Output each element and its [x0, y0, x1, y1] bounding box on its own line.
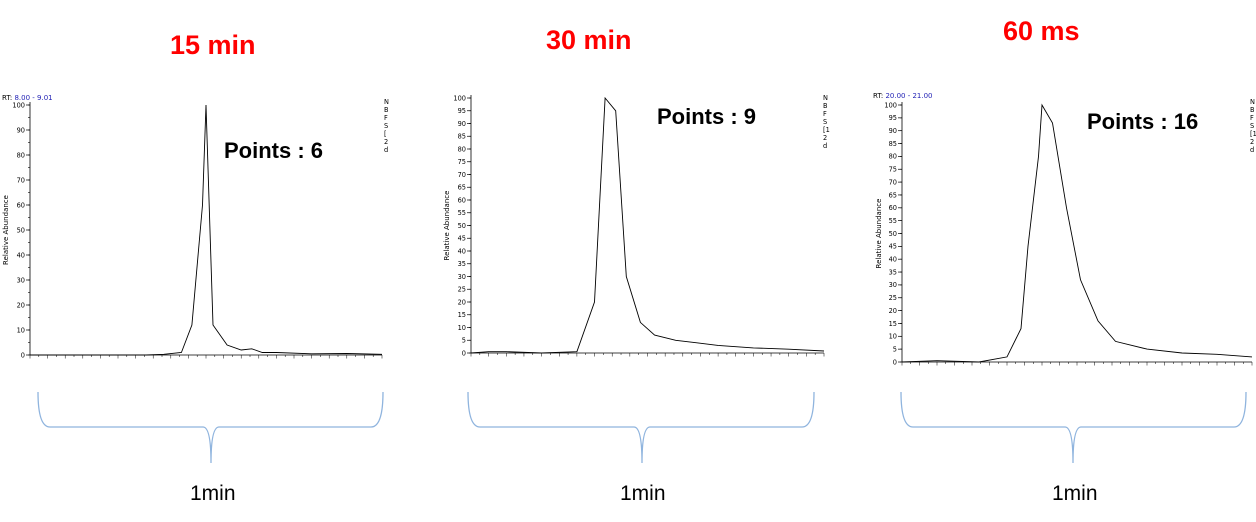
time-span-brace: [467, 391, 815, 464]
y-tick-label: 70: [889, 178, 897, 186]
time-span-brace: [900, 391, 1247, 464]
legend-glyph: N: [384, 98, 389, 106]
y-tick-label: 95: [458, 107, 466, 115]
legend-glyph: F: [384, 114, 388, 122]
legend-glyph: F: [823, 110, 827, 118]
y-tick-label: 60: [17, 201, 25, 209]
legend-glyph: B: [1250, 106, 1255, 114]
y-tick-label: 0: [21, 351, 25, 359]
y-tick-label: 55: [458, 209, 466, 217]
span-label-3: 1min: [1052, 482, 1098, 505]
y-tick-label: 50: [889, 230, 897, 238]
legend-glyph: N: [1250, 98, 1255, 106]
y-tick-label: 80: [17, 151, 25, 159]
y-tick-label: 95: [889, 114, 897, 122]
y-tick-label: 100: [12, 101, 25, 109]
y-tick-label: 30: [889, 281, 897, 289]
y-tick-label: 70: [458, 171, 466, 179]
legend-glyph: 2: [823, 134, 827, 142]
y-axis-label: Relative Abundance: [875, 199, 883, 269]
y-tick-label: 40: [889, 256, 897, 264]
legend-glyph: [1: [823, 126, 830, 134]
y-tick-label: 25: [458, 286, 466, 294]
span-label-1: 1min: [190, 482, 236, 505]
panel-title-2: 30 min: [546, 25, 632, 55]
y-tick-label: 35: [458, 260, 466, 268]
panel-title-1: 15 min: [170, 30, 256, 60]
y-axis-label: Relative Abundance: [443, 191, 451, 261]
y-tick-label: 50: [458, 222, 466, 230]
y-tick-label: 0: [462, 349, 466, 357]
legend-glyph: S: [823, 118, 827, 126]
y-tick-label: 10: [17, 326, 25, 334]
legend-glyph: 2: [1250, 138, 1254, 146]
legend-glyph: B: [823, 102, 828, 110]
y-tick-label: 90: [458, 120, 466, 128]
legend-glyph: B: [384, 106, 389, 114]
span-label-2: 1min: [620, 482, 666, 505]
y-tick-label: 15: [889, 320, 897, 328]
legend-glyph: 2: [384, 138, 388, 146]
y-tick-label: 5: [893, 345, 897, 353]
legend-glyph: S: [1250, 122, 1254, 130]
y-tick-label: 50: [17, 226, 25, 234]
y-tick-label: 60: [458, 196, 466, 204]
y-tick-label: 20: [458, 298, 466, 306]
y-tick-label: 75: [889, 166, 897, 174]
y-tick-label: 70: [17, 176, 25, 184]
y-tick-label: 85: [889, 140, 897, 148]
legend-glyph: N: [823, 94, 828, 102]
y-tick-label: 10: [889, 333, 897, 341]
y-tick-label: 5: [462, 337, 466, 345]
legend-glyph: [: [384, 130, 387, 138]
rt-range-label: RT: 20.00 - 21.00: [873, 92, 933, 100]
y-tick-label: 0: [893, 358, 897, 366]
y-axis-label: Relative Abundance: [2, 195, 10, 265]
series-line: [901, 103, 1253, 363]
points-annotation-1: Points : 6: [224, 138, 324, 163]
y-tick-label: 30: [458, 273, 466, 281]
y-tick-label: 20: [17, 301, 25, 309]
y-tick-label: 60: [889, 204, 897, 212]
chart-panel-1: 0 10 20 30 40 50 60 70 80 90 100 Relative Abundance…: [2, 94, 389, 464]
legend-glyph: S: [384, 122, 388, 130]
y-tick-label: 65: [458, 184, 466, 192]
y-tick-label: 80: [889, 153, 897, 161]
y-tick-label: 100: [453, 94, 466, 102]
y-tick-label: 45: [458, 235, 466, 243]
y-tick-label: 85: [458, 133, 466, 141]
y-tick-label: 55: [889, 217, 897, 225]
y-tick-label: 40: [458, 247, 466, 255]
y-tick-label: 30: [17, 276, 25, 284]
y-tick-label: 75: [458, 158, 466, 166]
chart-panel-2: 0 5 10 15 20 25 30 35 40 45 50 55 60 65 70 75 80 85 90 95 10…: [443, 94, 830, 464]
points-annotation-3: Points : 16: [1087, 109, 1199, 134]
y-tick-label: 25: [889, 294, 897, 302]
legend-glyph: d: [823, 142, 827, 150]
y-tick-label: 35: [889, 268, 897, 276]
chart-panel-3: 0 5 10 15 20 25 30 35 40 45 50 55 60 65 70 75 80 85 90 95 10…: [873, 92, 1256, 464]
panel-title-3: 60 ms: [1003, 16, 1080, 46]
rt-range-label: RT: 8.00 - 9.01: [2, 94, 53, 102]
time-span-brace: [37, 391, 384, 464]
legend-glyph: d: [1250, 146, 1254, 154]
y-tick-label: 90: [17, 126, 25, 134]
series-line: [30, 104, 383, 356]
y-tick-label: 100: [884, 101, 897, 109]
points-annotation-2: Points : 9: [657, 104, 757, 129]
y-tick-label: 40: [17, 251, 25, 259]
y-tick-label: 10: [458, 324, 466, 332]
y-tick-label: 90: [889, 127, 897, 135]
legend-glyph: d: [384, 146, 388, 154]
y-tick-label: 80: [458, 145, 466, 153]
y-tick-label: 65: [889, 191, 897, 199]
y-tick-label: 15: [458, 311, 466, 319]
y-tick-label: 45: [889, 243, 897, 251]
legend-glyph: F: [1250, 114, 1254, 122]
legend-glyph: [1: [1250, 130, 1256, 138]
series-line: [470, 96, 825, 354]
y-tick-label: 20: [889, 307, 897, 315]
